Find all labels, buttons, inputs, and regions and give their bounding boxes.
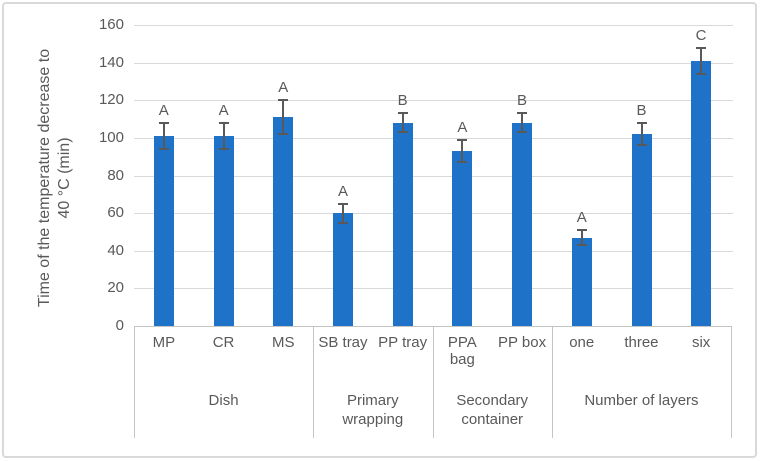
error-bar-cap-bottom xyxy=(397,131,408,134)
y-tick-label: 40 xyxy=(107,241,124,259)
bar xyxy=(392,122,413,326)
y-tick-label: 100 xyxy=(98,128,124,146)
y-tick-label: 160 xyxy=(98,16,124,33)
error-bar xyxy=(222,122,225,150)
category-label: PP tray xyxy=(378,334,428,351)
error-bar-cap-bottom xyxy=(218,148,229,151)
significance-letter: B xyxy=(397,92,408,110)
category-label: CR xyxy=(212,334,235,351)
error-bar-cap-top xyxy=(576,229,587,232)
error-bar xyxy=(700,47,703,74)
bar xyxy=(571,237,592,326)
gridline xyxy=(134,62,733,64)
significance-letter: B xyxy=(516,92,527,110)
error-bar xyxy=(282,100,285,135)
category-label: MP xyxy=(152,334,176,351)
significance-letter: A xyxy=(337,182,348,200)
error-bar-cap-bottom xyxy=(338,221,348,224)
category-group-label: Number of layers xyxy=(584,392,699,409)
category-label: three xyxy=(624,334,659,351)
error-bar xyxy=(461,139,464,163)
gridline xyxy=(134,213,733,215)
category-label: six xyxy=(691,334,711,351)
bar xyxy=(273,117,294,326)
bar xyxy=(512,122,532,326)
significance-letter: C xyxy=(695,26,707,44)
y-tick-label: 20 xyxy=(107,279,124,297)
category-group-separator xyxy=(551,326,553,438)
error-bar-cap-top xyxy=(696,46,707,49)
category-group-label: Secondary container xyxy=(456,392,529,428)
error-bar-cap-bottom xyxy=(158,148,169,151)
error-bar xyxy=(342,203,344,223)
error-bar xyxy=(162,122,165,150)
error-bar xyxy=(580,230,583,246)
category-label: SB tray xyxy=(318,334,368,351)
error-bar-cap-bottom xyxy=(636,144,647,147)
bar xyxy=(631,134,652,326)
error-bar xyxy=(401,113,404,133)
error-bar-cap-top xyxy=(338,202,348,205)
y-tick-label: 140 xyxy=(98,53,124,71)
error-bar-cap-top xyxy=(158,121,169,124)
error-bar-cap-top xyxy=(457,138,468,141)
significance-letter: A xyxy=(457,118,468,136)
bar xyxy=(213,136,234,326)
category-label: MS xyxy=(271,334,295,351)
gridline xyxy=(134,25,733,26)
error-bar-cap-bottom xyxy=(576,244,587,247)
bar xyxy=(153,136,174,326)
category-group-separator xyxy=(134,326,135,438)
significance-letter: A xyxy=(576,209,587,227)
bar xyxy=(691,60,712,326)
category-label: PP box xyxy=(497,334,547,351)
error-bar-cap-top xyxy=(397,112,408,115)
y-tick-label: 120 xyxy=(98,91,124,109)
error-bar xyxy=(640,122,643,146)
error-bar-cap-bottom xyxy=(278,133,289,136)
error-bar-cap-top xyxy=(278,99,289,102)
error-bar-cap-bottom xyxy=(457,161,468,164)
error-bar-cap-top xyxy=(636,121,647,124)
error-bar-cap-top xyxy=(218,121,229,124)
gridline xyxy=(134,100,733,102)
error-bar-cap-top xyxy=(517,112,527,115)
category-group-separator xyxy=(313,326,315,438)
error-bar-cap-bottom xyxy=(696,72,707,75)
error-bar-cap-bottom xyxy=(517,131,527,134)
gridline xyxy=(134,137,733,139)
category-group-label: Dish xyxy=(208,392,239,409)
gridline xyxy=(134,250,733,252)
category-group-separator xyxy=(731,326,732,438)
category-label: one xyxy=(569,334,595,351)
significance-letter: B xyxy=(636,101,647,119)
category-group-separator xyxy=(432,326,434,438)
y-axis-title-line1: Time of the temperature decrease to xyxy=(36,48,53,308)
gridline xyxy=(134,175,733,177)
significance-letter: A xyxy=(158,101,169,119)
error-bar xyxy=(521,113,523,133)
significance-letter: A xyxy=(278,79,289,97)
significance-letter: A xyxy=(218,101,229,119)
category-group-label: Primary wrapping xyxy=(342,392,404,428)
gridline xyxy=(134,288,733,290)
y-tick-label: 80 xyxy=(107,166,124,184)
bar xyxy=(333,213,353,326)
y-tick-label: 60 xyxy=(107,204,124,222)
category-label: PPA bag xyxy=(447,334,477,368)
bar xyxy=(452,151,473,326)
y-tick-label: 0 xyxy=(115,317,124,334)
